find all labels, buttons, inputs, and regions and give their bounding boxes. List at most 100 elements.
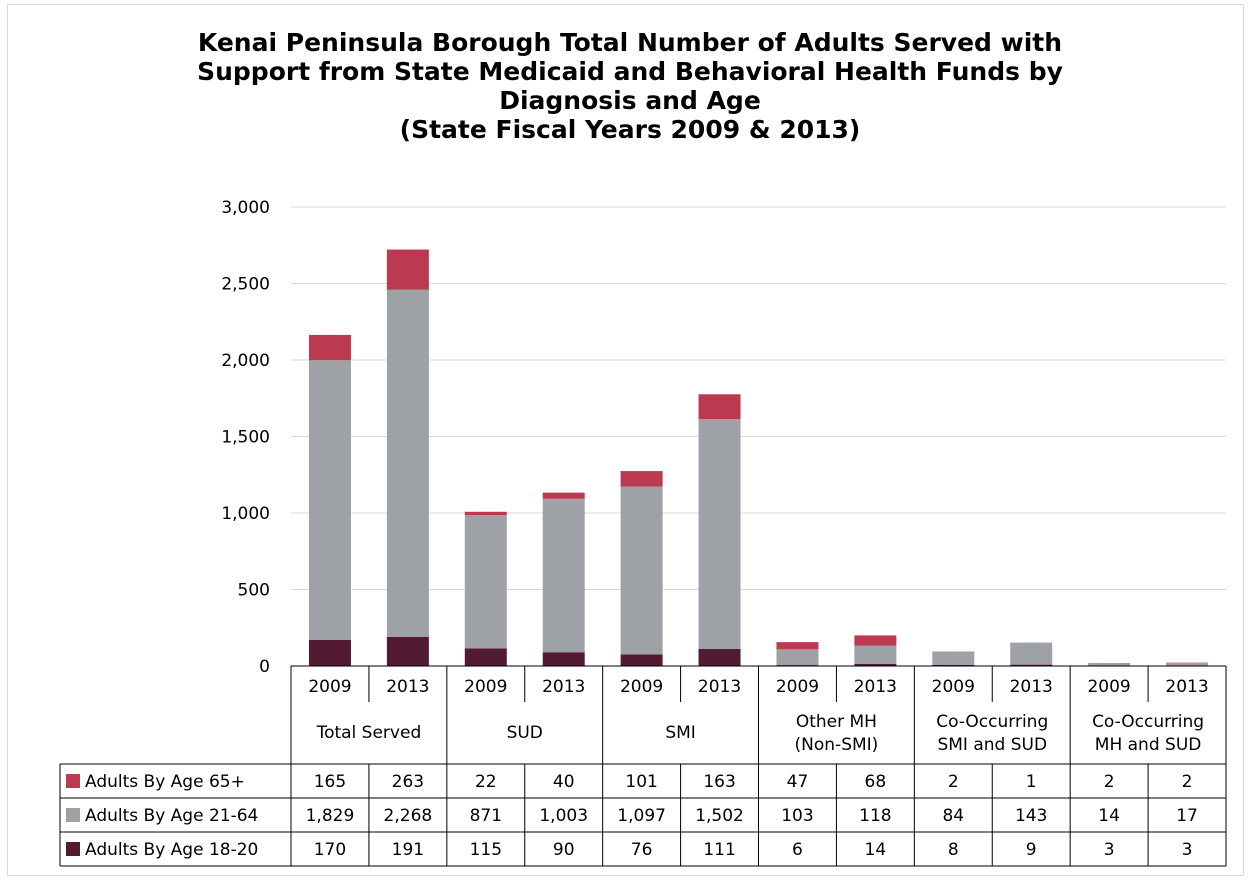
y-tick-label: 1,000: [221, 504, 270, 524]
bar-segment: [464, 515, 507, 649]
data-label: 163: [703, 772, 735, 792]
data-label: 871: [470, 806, 502, 826]
legend-swatch: [66, 774, 80, 788]
y-tick-label: 1,500: [221, 428, 270, 448]
bar-segment: [698, 394, 741, 420]
data-label: 47: [787, 772, 809, 792]
legend-label: Adults By Age 18-20: [85, 840, 258, 860]
x-category-label: SMI: [665, 723, 695, 743]
bar-segment: [620, 471, 663, 487]
x-category-label: Co-Occurring: [936, 712, 1048, 732]
x-year-label: 2013: [1165, 677, 1208, 697]
y-tick-label: 2,500: [221, 275, 270, 295]
x-year-label: 2013: [542, 677, 585, 697]
legend-label: Adults By Age 65+: [85, 772, 245, 792]
data-label: 84: [942, 806, 964, 826]
data-label: 170: [314, 840, 346, 860]
legend-swatch: [66, 808, 80, 822]
bar-segment: [464, 511, 507, 516]
legend-swatch: [66, 842, 80, 856]
data-label: 101: [625, 772, 657, 792]
x-year-label: 2009: [620, 677, 663, 697]
data-label: 165: [314, 772, 346, 792]
data-label: 1,829: [306, 806, 355, 826]
bar-segment: [542, 652, 585, 666]
bar-segment: [854, 663, 897, 666]
data-label: 1,502: [695, 806, 744, 826]
bar-segment: [776, 642, 819, 650]
data-label: 2,268: [384, 806, 433, 826]
bar-segment: [932, 664, 975, 666]
chart-title: Kenai Peninsula Borough Total Number of …: [80, 28, 1180, 144]
x-category-label: SMI and SUD: [937, 735, 1047, 755]
x-year-label: 2013: [1010, 677, 1053, 697]
data-label: 111: [703, 840, 735, 860]
bar-segment: [464, 648, 507, 666]
data-label: 118: [859, 806, 891, 826]
bar-segment: [386, 636, 429, 666]
bar-segment: [386, 249, 429, 290]
data-label: 9: [1026, 840, 1037, 860]
bar-segment: [308, 639, 351, 666]
bar-segment: [308, 360, 351, 640]
x-year-label: 2013: [854, 677, 897, 697]
data-label: 22: [475, 772, 497, 792]
bar-segment: [854, 635, 897, 646]
y-tick-label: 500: [238, 581, 270, 601]
x-category-label: MH and SUD: [1095, 735, 1202, 755]
data-label: 191: [392, 840, 424, 860]
x-year-label: 2009: [308, 677, 351, 697]
y-tick-label: 3,000: [221, 198, 270, 218]
chart-title-line: Kenai Peninsula Borough Total Number of …: [197, 28, 1063, 57]
data-label: 115: [470, 840, 502, 860]
bar-segment: [854, 645, 897, 664]
x-year-label: 2009: [932, 677, 975, 697]
data-label: 263: [392, 772, 424, 792]
data-label: 3: [1104, 840, 1115, 860]
chart-title-line: Diagnosis and Age: [499, 86, 761, 115]
y-tick-label: 0: [259, 657, 270, 677]
legend-label: Adults By Age 21-64: [85, 806, 258, 826]
x-category-label: Other MH: [796, 712, 877, 732]
y-tick-label: 2,000: [221, 351, 270, 371]
data-label: 103: [781, 806, 813, 826]
bar-segment: [386, 289, 429, 637]
data-label: 2: [1104, 772, 1115, 792]
data-label: 68: [865, 772, 887, 792]
data-label: 6: [792, 840, 803, 860]
chart-title-line: Support from State Medicaid and Behavior…: [197, 57, 1063, 86]
data-label: 2: [1182, 772, 1193, 792]
chart-title-line: (State Fiscal Years 2009 & 2013): [399, 115, 861, 144]
bar-segment: [698, 649, 741, 666]
bar-segment: [542, 498, 585, 653]
data-label: 1: [1026, 772, 1037, 792]
data-label: 1,003: [539, 806, 588, 826]
bar-segment: [776, 649, 819, 666]
bar-segment: [542, 492, 585, 499]
data-label: 3: [1182, 840, 1193, 860]
x-year-label: 2009: [776, 677, 819, 697]
x-year-label: 2009: [1087, 677, 1130, 697]
data-label: 17: [1176, 806, 1198, 826]
data-label: 8: [948, 840, 959, 860]
data-label: 14: [865, 840, 887, 860]
data-label: 1,097: [617, 806, 666, 826]
x-category-label: (Non-SMI): [795, 735, 879, 755]
data-label: 90: [553, 840, 575, 860]
data-label: 40: [553, 772, 575, 792]
bar-segment: [1088, 663, 1131, 666]
bar-segment: [620, 654, 663, 666]
data-label: 2: [948, 772, 959, 792]
data-label: 14: [1098, 806, 1120, 826]
bar-segment: [698, 419, 741, 650]
bar-segment: [308, 334, 351, 361]
x-category-label: Co-Occurring: [1092, 712, 1204, 732]
data-label: 143: [1015, 806, 1047, 826]
data-label: 76: [631, 840, 653, 860]
x-year-label: 2009: [464, 677, 507, 697]
x-year-label: 2013: [698, 677, 741, 697]
bar-segment: [620, 486, 663, 655]
x-category-label: Total Served: [316, 723, 422, 743]
bar-segment: [1010, 664, 1053, 666]
